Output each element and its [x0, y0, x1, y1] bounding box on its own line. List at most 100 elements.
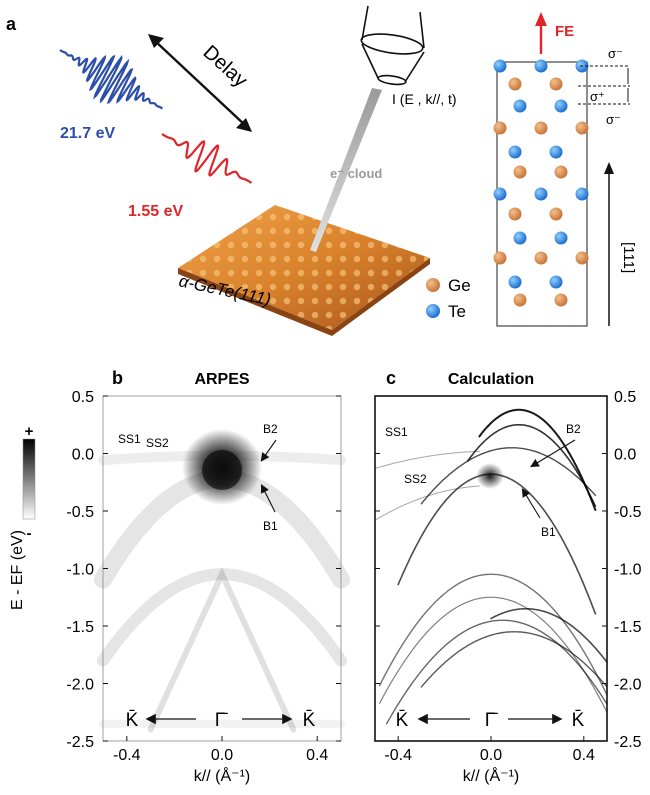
ge-atom	[508, 207, 522, 221]
atom-legend: Ge Te	[426, 276, 471, 321]
te-atom	[554, 231, 568, 245]
calculation-title: Calculation	[448, 371, 534, 388]
sigma-plus-label: σ⁺	[590, 89, 605, 104]
left-y-tick-label: -1.0	[66, 562, 94, 579]
crystal-structure	[493, 59, 589, 327]
te-atom	[554, 99, 568, 113]
ge-atom	[513, 293, 527, 307]
left-y-tick-label: -2.5	[66, 734, 94, 751]
colorbar-minus-label: -	[27, 525, 32, 542]
calculation-plot	[374, 395, 608, 742]
arpes-ss1-label: SS1	[118, 432, 141, 446]
ge-atom	[554, 293, 568, 307]
sample-surface	[178, 205, 430, 336]
fe-label: FE	[555, 23, 574, 40]
arpes-band-v	[147, 567, 297, 733]
arpes-k-left-label: K̄	[126, 710, 139, 731]
ge-legend-label: Ge	[448, 276, 471, 295]
arpes-band-mid	[97, 568, 347, 667]
direction-111-label: [111]	[620, 242, 637, 273]
panel-label-b: b	[112, 368, 123, 388]
arpes-plot	[94, 395, 350, 742]
arpes-b2-label: B2	[263, 422, 278, 436]
right-y-tick-label: 0.0	[614, 447, 636, 464]
ge-atom	[493, 251, 507, 265]
ge-atom	[534, 251, 548, 265]
arpes-x-axis: -0.4 0.0 0.4	[113, 736, 328, 764]
calc-b2-label: B2	[566, 422, 581, 436]
calc-band-8	[385, 619, 608, 725]
delay-arrow	[148, 34, 252, 132]
te-atom	[513, 99, 527, 113]
te-atom	[513, 231, 527, 245]
calc-b1-label: B1	[541, 525, 556, 539]
calc-state-arrows	[521, 439, 576, 519]
arpes-state-arrows	[260, 439, 277, 513]
calc-band-10	[490, 608, 608, 664]
calc-ss1-label: SS1	[385, 425, 408, 439]
calc-band-6	[378, 573, 608, 696]
ge-atom	[575, 251, 589, 265]
right-y-tick-label: -2.5	[614, 734, 642, 751]
probe-pulse	[59, 49, 164, 110]
sigma-minus-bottom-label: σ⁻	[606, 112, 621, 127]
te-legend-dot	[426, 304, 440, 318]
left-y-tick-label: 0.0	[72, 447, 94, 464]
arpes-x-axis-label: k// (Å⁻¹)	[194, 766, 250, 785]
right-y-tick-label: -2.0	[614, 677, 642, 694]
te-atom	[534, 187, 548, 201]
right-y-axis: 0.5 0.0 -0.5 -1.0 -1.5 -2.0 -2.5	[375, 389, 642, 751]
ge-atom	[549, 207, 563, 221]
ge-legend-dot	[426, 278, 440, 292]
arpes-x-tick-label: -0.4	[113, 747, 141, 764]
calc-band-5	[374, 485, 480, 521]
arpes-b1-label: B1	[263, 519, 278, 533]
sigma-markers	[578, 65, 630, 105]
detector-cone-icon	[360, 5, 425, 86]
arpes-gamma-label: Γ̄	[215, 710, 228, 731]
calc-band-7	[379, 596, 608, 713]
calc-x-axis-label: k// (Å⁻¹)	[463, 766, 519, 785]
arpes-ss2-label: SS2	[146, 436, 169, 450]
te-atom	[575, 187, 589, 201]
panel-label-a: a	[6, 14, 17, 34]
arpes-k-right-label: K̄	[303, 710, 316, 731]
right-y-tick-label: -1.5	[614, 619, 642, 636]
electron-cloud-label: e⁻ cloud	[330, 166, 382, 181]
sigma-minus-top-label: σ⁻	[608, 46, 623, 61]
colorbar	[22, 438, 36, 520]
right-y-tick-label: -1.0	[614, 562, 642, 579]
pump-pulse	[161, 133, 253, 184]
left-y-tick-label: -2.0	[66, 677, 94, 694]
te-legend-label: Te	[448, 302, 466, 321]
ge-atom	[508, 77, 522, 91]
te-atom	[493, 59, 507, 73]
calc-x-axis: -0.4 0.0 0.4	[384, 736, 595, 764]
detector-intensity-label: I (E , k//, t)	[392, 91, 457, 107]
right-y-tick-label: -0.5	[614, 504, 642, 521]
left-y-tick-label: -0.5	[66, 504, 94, 521]
pump-energy-label: 1.55 eV	[128, 203, 183, 220]
calc-x-tick-label: 0.4	[573, 747, 595, 764]
ge-atom	[554, 165, 568, 179]
ge-atom	[549, 77, 563, 91]
te-atom	[549, 275, 563, 289]
calc-k-left-label: K̄	[396, 710, 409, 731]
calc-ss2-label: SS2	[404, 472, 427, 486]
fe-arrow	[535, 12, 547, 54]
ge-atom	[575, 121, 589, 135]
calc-gamma-label: Γ̄	[485, 710, 498, 731]
delay-label: Delay	[199, 41, 252, 92]
calc-band-2	[420, 447, 597, 505]
te-atom	[549, 145, 563, 159]
ge-atom	[534, 121, 548, 135]
te-atom	[493, 187, 507, 201]
calc-x-tick-label: -0.4	[384, 747, 412, 764]
right-y-tick-label: 0.5	[614, 389, 636, 406]
left-y-tick-label: -1.5	[66, 619, 94, 636]
panel-label-c: c	[386, 368, 396, 388]
ge-atom	[493, 121, 507, 135]
te-atom	[508, 275, 522, 289]
calc-band-0	[478, 408, 597, 511]
